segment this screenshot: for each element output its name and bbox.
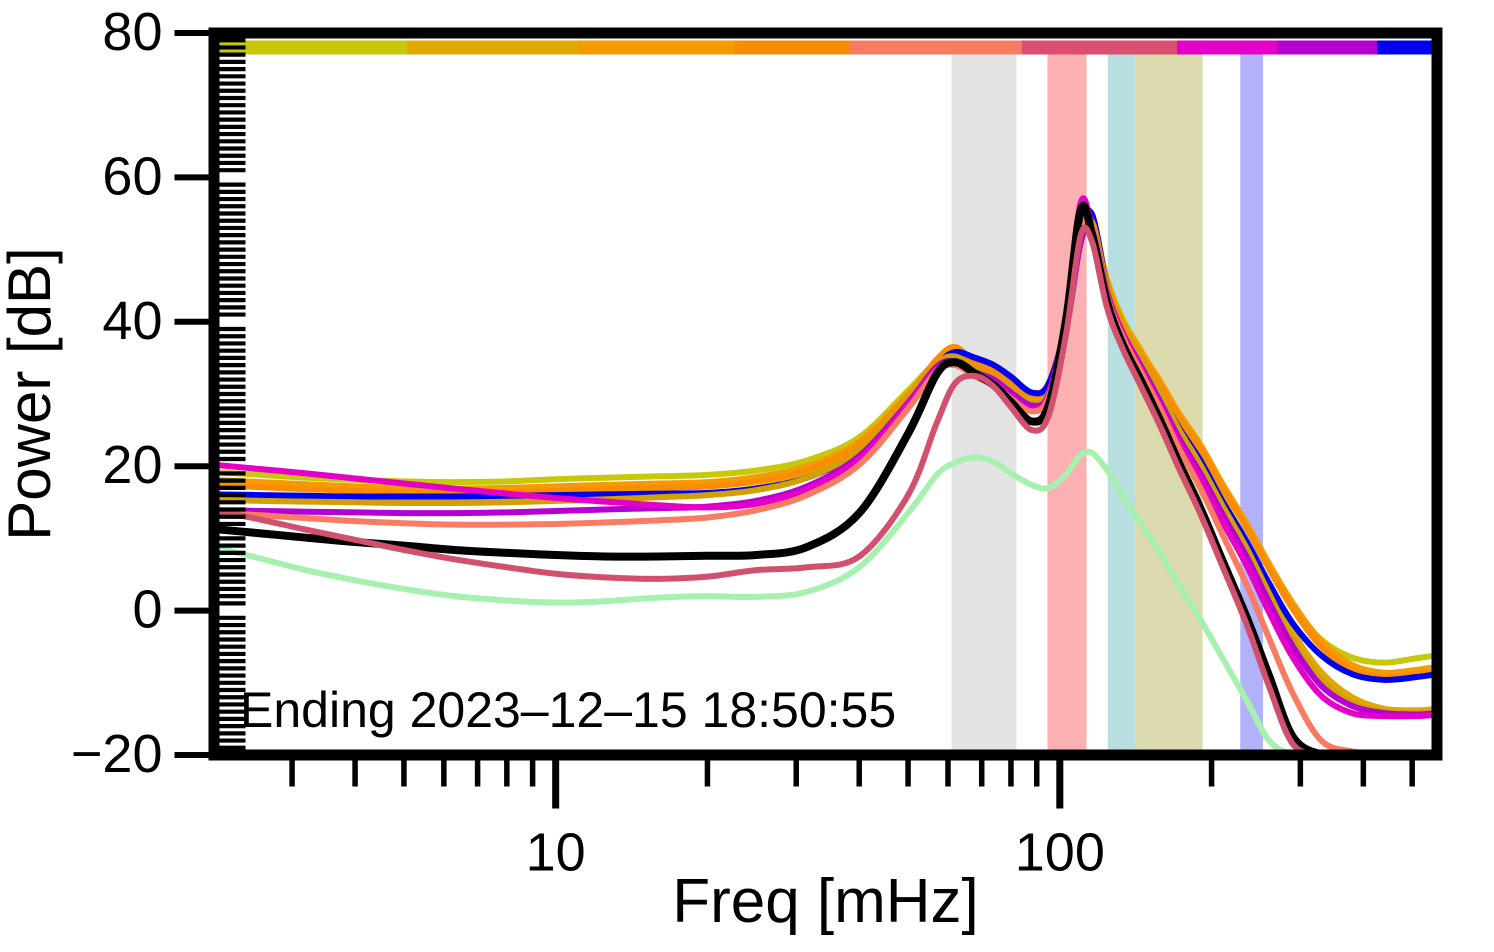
band-cyan bbox=[1107, 51, 1136, 750]
x-axis-label: Freq [mHz] bbox=[672, 867, 979, 936]
x-tick-label: 10 bbox=[526, 823, 586, 883]
spectra-curves bbox=[219, 195, 1432, 750]
colorbar-segment-1 bbox=[407, 40, 578, 55]
y-axis-label: Power [dB] bbox=[0, 247, 63, 540]
axes-frame bbox=[208, 27, 1443, 761]
colorbar-segment-7 bbox=[1277, 40, 1378, 55]
colorbar-segment-8 bbox=[1376, 40, 1433, 55]
plot-frame bbox=[208, 27, 1443, 761]
time-colorbar bbox=[219, 40, 1433, 55]
trace-orange-2 bbox=[219, 212, 1432, 681]
ending-timestamp-annotation: Ending 2023‒12‒15 18:50:55 bbox=[240, 682, 896, 738]
trace-salmon bbox=[219, 214, 1360, 750]
colorbar-segment-2 bbox=[577, 40, 736, 55]
y-tick-label: 80 bbox=[102, 2, 162, 62]
y-tick-label: 20 bbox=[102, 435, 162, 495]
y-tick-label: 0 bbox=[132, 580, 162, 640]
trace-lightgreen bbox=[219, 448, 1288, 750]
y-tick-label: −20 bbox=[71, 724, 163, 784]
axis-tick-labels: 80 60 40 20 0 −20 10 100 bbox=[71, 2, 1105, 883]
colorbar-segment-0 bbox=[219, 40, 409, 55]
axis-ticks bbox=[174, 30, 1415, 809]
colorbar-segment-3 bbox=[734, 40, 851, 55]
colorbar-segment-5 bbox=[1021, 40, 1178, 55]
trace-crimson bbox=[219, 224, 1306, 750]
y-tick-label: 60 bbox=[102, 146, 162, 206]
y-tick-label: 40 bbox=[102, 291, 162, 351]
x-tick-label: 100 bbox=[1015, 823, 1105, 883]
trace-purple bbox=[219, 221, 1432, 718]
colorbar-segment-4 bbox=[849, 40, 1023, 55]
colorbar-segment-6 bbox=[1176, 40, 1279, 55]
